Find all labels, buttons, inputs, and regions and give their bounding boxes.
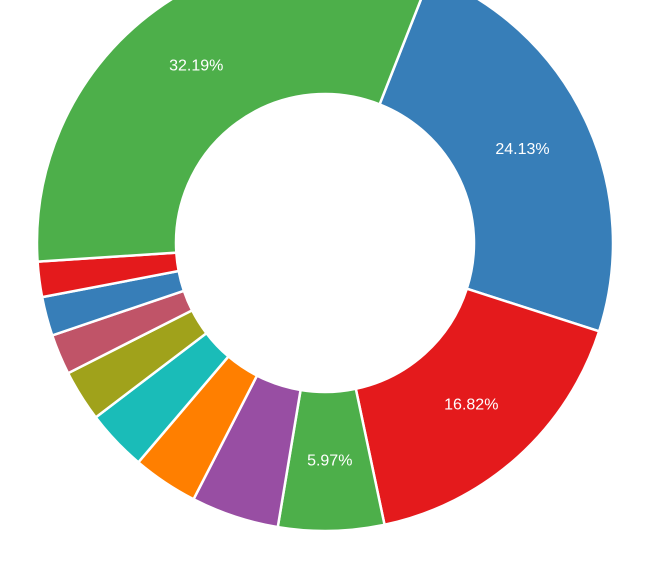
slice-label-10: 32.19%	[169, 58, 223, 75]
slice-10	[35, 0, 423, 263]
donut-labels: 24.13% 16.82% 5.97% 32.19%	[169, 58, 550, 470]
slice-label-1: 16.82%	[444, 397, 498, 414]
slice-1	[354, 287, 601, 527]
slice-0	[377, 0, 615, 333]
donut-slices	[35, 0, 615, 533]
slice-label-0: 24.13%	[495, 141, 549, 158]
slice-label-2: 5.97%	[307, 453, 352, 470]
